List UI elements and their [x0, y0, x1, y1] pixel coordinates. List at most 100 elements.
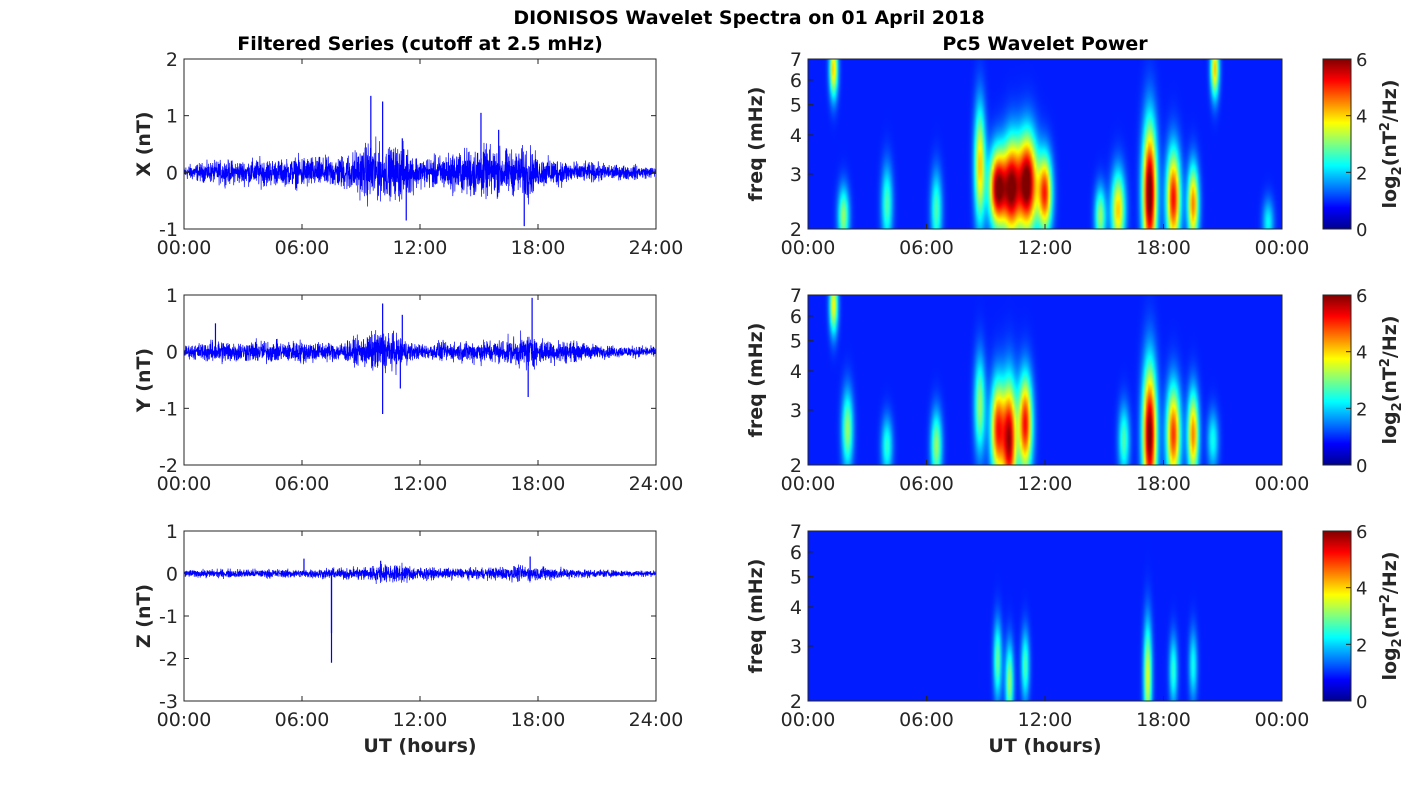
ytick-label: -2: [159, 455, 178, 477]
xtick-label: 00:00: [1255, 709, 1310, 731]
colorbar-label-part: (nT: [1379, 367, 1401, 402]
ytick-label: 4: [790, 597, 802, 619]
xtick-label: 06:00: [899, 709, 954, 731]
series-line-z: [184, 562, 656, 585]
plot-area: [184, 295, 656, 465]
wavelet-heatmap: [808, 59, 1282, 229]
xtick-label: 18:00: [1136, 237, 1191, 259]
colorbar-label-part: 2: [1390, 166, 1405, 175]
plot-area: [184, 531, 656, 701]
y-axis-label: Z (nT): [133, 584, 155, 648]
colorbar-label-part: log: [1379, 647, 1401, 680]
xtick-label: 24:00: [629, 237, 684, 259]
freq-axis-label: freq (mHz): [745, 559, 767, 674]
colorbar-frame: [1322, 58, 1352, 230]
ytick-label: 5: [790, 331, 802, 353]
colorbar-label-part: /Hz): [1379, 315, 1401, 358]
xtick-label: 12:00: [1018, 237, 1073, 259]
figure-title: DIONISOS Wavelet Spectra on 01 April 201…: [513, 7, 984, 29]
xtick-label: 24:00: [629, 473, 684, 495]
wavelet-heatmap: [808, 295, 1282, 465]
ytick-label: -1: [159, 219, 178, 241]
xtick-label: 18:00: [1136, 473, 1191, 495]
ytick-label: -2: [159, 649, 178, 671]
xtick-label: 06:00: [899, 237, 954, 259]
xtick-label: 12:00: [1018, 709, 1073, 731]
xtick-label: 06:00: [275, 709, 330, 731]
colorbar-label-part: 2: [1390, 402, 1405, 411]
colorbar-label: log2(nT2/Hz): [1378, 79, 1405, 208]
ytick-label: 5: [790, 567, 802, 589]
ytick-label: 6: [790, 542, 802, 564]
xtick-label: 00:00: [1255, 473, 1310, 495]
ytick-label: -3: [159, 691, 178, 713]
xtick-label: 12:00: [393, 709, 448, 731]
colorbar-label-part: 2: [1378, 594, 1393, 603]
colorbar-label-part: 2: [1390, 638, 1405, 647]
colorbar-tick-label: 6: [1356, 50, 1367, 71]
y-axis-label: Y (nT): [133, 348, 155, 413]
colorbar-label-part: log: [1379, 175, 1401, 208]
colorbar-label-part: (nT: [1379, 131, 1401, 166]
right-column-title: Pc5 Wavelet Power: [942, 33, 1148, 55]
ytick-label: 2: [790, 691, 802, 713]
plot-area: [184, 59, 656, 229]
timeseries-panel-y: 1 0 -1 -200:00 06:00 12:00 18:00 24:00 Y (nT): [133, 285, 683, 495]
colorbar-tick-label: 0: [1356, 692, 1367, 713]
colorbar-tick-label: 4: [1356, 579, 1367, 600]
xtick-label: 00:00: [157, 237, 212, 259]
y-axis-label: X (nT): [133, 111, 155, 176]
colorbar-gradient: [1323, 531, 1351, 701]
colorbar-gradient: [1323, 295, 1351, 465]
colorbar-tick-label: 2: [1356, 635, 1367, 656]
wavelet-heatmap: [808, 531, 1282, 701]
ytick-label: 4: [790, 125, 802, 147]
xtick-label: 06:00: [899, 473, 954, 495]
xtick-label: 18:00: [1136, 709, 1191, 731]
colorbar-label-part: /Hz): [1379, 551, 1401, 594]
series-line-y: [184, 330, 656, 376]
xtick-label: 06:00: [275, 473, 330, 495]
ytick-label: 3: [790, 400, 802, 422]
ytick-label: 6: [790, 70, 802, 92]
ytick-label: 3: [790, 636, 802, 658]
ytick-label: 0: [166, 162, 178, 184]
colorbar-label-part: (nT: [1379, 603, 1401, 638]
timeseries-panel-x: 2 1 0 -100:00 06:00 12:00 18:00 24:00 X (nT): [133, 49, 683, 259]
colorbar-tick-label: 2: [1356, 163, 1367, 184]
xtick-label: 00:00: [157, 473, 212, 495]
xtick-label: 00:00: [781, 473, 836, 495]
ytick-label: 5: [790, 95, 802, 117]
colorbar-label-part: 2: [1378, 358, 1393, 367]
xtick-label: 06:00: [275, 237, 330, 259]
ytick-label: 7: [790, 285, 802, 307]
ytick-label: 0: [166, 342, 178, 364]
colorbar-tick-label: 6: [1356, 522, 1367, 543]
colorbar-frame: [1322, 294, 1352, 466]
colorbar-label: log2(nT2/Hz): [1378, 551, 1405, 680]
xtick-label: 18:00: [511, 473, 566, 495]
panels: 210-100:00 06:00 12:00 18:00 24:00X (nT)10-1…: [133, 49, 1405, 757]
colorbar-tick-label: 2: [1356, 399, 1367, 420]
ytick-label: 4: [790, 361, 802, 383]
xtick-label: 00:00: [157, 709, 212, 731]
x-axis-label: UT (hours): [363, 735, 476, 757]
ytick-label: 7: [790, 49, 802, 71]
xtick-label: 18:00: [511, 709, 566, 731]
colorbar-label-part: log: [1379, 411, 1401, 444]
ytick-label: 1: [166, 521, 178, 543]
ytick-label: 2: [790, 455, 802, 477]
freq-axis-label: freq (mHz): [745, 323, 767, 438]
colorbar-tick-label: 0: [1356, 456, 1367, 477]
xtick-label: 00:00: [1255, 237, 1310, 259]
xtick-label: 12:00: [393, 237, 448, 259]
ytick-label: -1: [159, 398, 178, 420]
colorbar-tick-label: 0: [1356, 220, 1367, 241]
colorbar-tick-label: 6: [1356, 286, 1367, 307]
x-axis-label: UT (hours): [988, 735, 1101, 757]
ytick-label: 2: [790, 219, 802, 241]
